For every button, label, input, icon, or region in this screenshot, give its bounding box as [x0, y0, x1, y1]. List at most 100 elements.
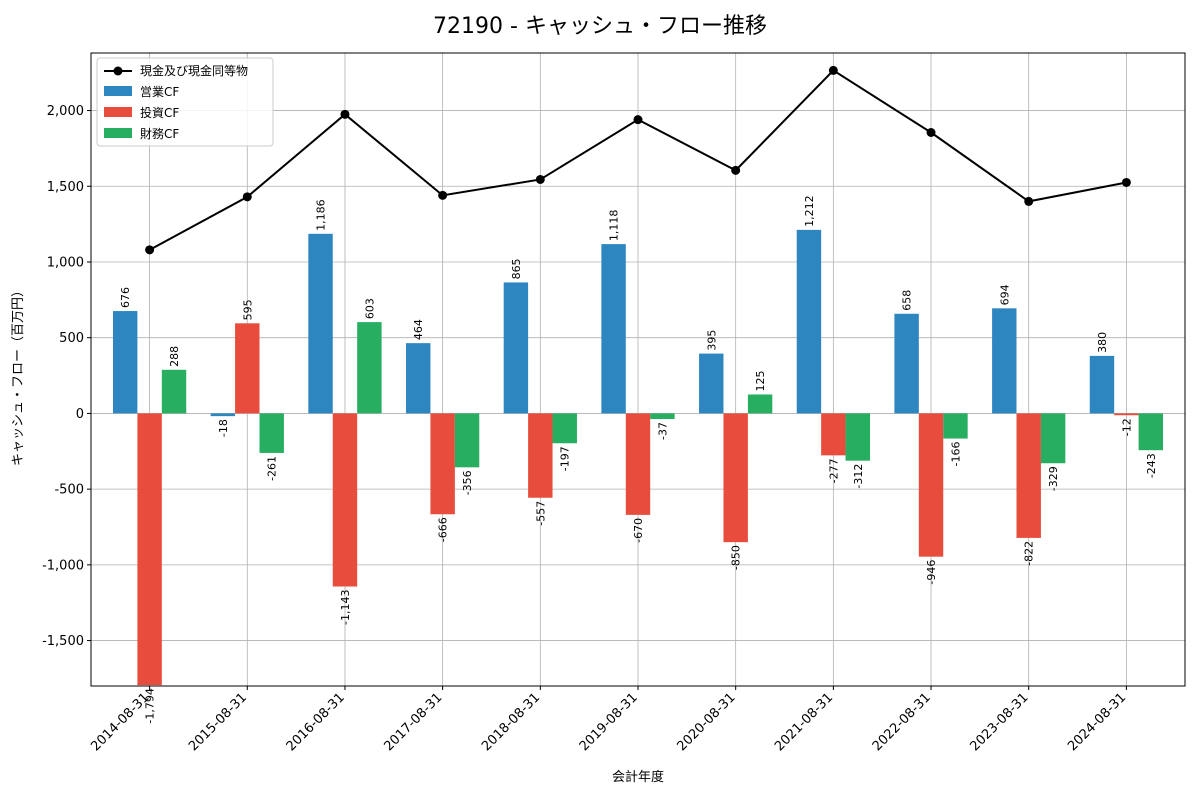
bar-financing: [1138, 413, 1164, 451]
y-tick-label: -500: [54, 483, 84, 498]
x-axis-label: 会計年度: [612, 769, 664, 785]
y-tick-label: 0: [76, 407, 84, 422]
bar-financing: [747, 394, 773, 414]
bar-financing: [357, 322, 382, 414]
cash-line-point: [828, 65, 838, 75]
legend-swatch-investing: [104, 107, 132, 117]
y-tick-label: 1,500: [47, 180, 84, 195]
bar-value-label: 1,212: [803, 195, 816, 227]
legend-label-financing: 財務CF: [140, 126, 179, 141]
x-tick-label: 2018-08-31: [479, 690, 543, 754]
bar-value-label: -822: [1023, 541, 1036, 566]
y-tick-label: 500: [59, 331, 84, 346]
bar-value-label: 288: [168, 346, 181, 367]
legend-label-investing: 投資CF: [140, 105, 179, 120]
cash-line-point: [438, 190, 448, 200]
bar-financing: [259, 413, 284, 453]
y-axis-ticks: -1,500 -1,000 -500 0 500 1,000 1,500 2,000: [42, 104, 91, 649]
bar-investing: [723, 413, 748, 543]
bar-financing: [845, 413, 870, 461]
bar-value-label: -356: [461, 470, 474, 495]
bar-financing: [161, 369, 187, 414]
cash-line-point: [731, 165, 741, 175]
bar-value-label: -12: [1120, 418, 1133, 436]
bar-value-label: 464: [412, 319, 425, 340]
bar-investing: [625, 413, 651, 515]
cash-line-point: [242, 192, 252, 202]
bar-value-label: -946: [925, 560, 938, 585]
chart-title: 72190 - キャッシュ・フロー推移: [433, 14, 767, 39]
bar-financing: [650, 413, 675, 420]
y-tick-label: 2,000: [47, 104, 84, 119]
bar-value-label: -197: [559, 446, 572, 471]
cash-line-point: [1024, 196, 1034, 206]
bar-operating: [1089, 355, 1115, 414]
legend-line-marker: [113, 66, 123, 76]
bar-financing: [1040, 413, 1066, 464]
bar-operating: [210, 413, 236, 417]
bar-investing: [430, 413, 455, 515]
bar-value-label: 1,118: [608, 210, 621, 242]
bar-financing: [454, 413, 480, 468]
x-tick-label: 2023-08-31: [968, 690, 1032, 754]
bar-operating: [601, 244, 626, 414]
bar-investing: [332, 413, 358, 587]
bar-investing: [235, 323, 260, 414]
cash-line: [145, 65, 1131, 255]
bar-value-label: -312: [852, 464, 865, 489]
bar-value-label: -261: [266, 456, 279, 481]
bar-value-label: 603: [363, 298, 376, 319]
legend: 現金及び現金同等物 営業CF 投資CF 財務CF: [96, 57, 274, 147]
x-tick-label: 2022-08-31: [870, 690, 934, 754]
bar-value-label: 595: [241, 299, 254, 320]
x-tick-label: 2019-08-31: [577, 690, 641, 754]
cash-line-point: [340, 109, 350, 119]
x-tick-label: 2015-08-31: [186, 690, 250, 754]
bars: [112, 229, 1164, 686]
bar-operating: [308, 233, 333, 414]
bar-value-label: 658: [901, 290, 914, 311]
bar-value-label: -666: [437, 517, 450, 542]
cash-line-point: [1121, 177, 1131, 187]
cash-line-point: [535, 174, 545, 184]
grid: [91, 53, 1185, 686]
y-axis-label: キャッシュ・フロー（百万円）: [11, 284, 26, 466]
bar-investing: [137, 413, 162, 686]
bar-value-label: -1,143: [339, 590, 352, 625]
bar-value-label: -670: [632, 518, 645, 543]
bar-value-label: -1,794: [144, 688, 157, 723]
bar-value-label: 380: [1096, 332, 1109, 353]
bar-operating: [992, 308, 1017, 414]
bar-value-label: -850: [730, 545, 743, 570]
bar-value-label: 125: [754, 370, 767, 391]
bar-investing: [918, 413, 944, 557]
bar-value-label: -37: [656, 422, 669, 440]
x-tick-label: 2021-08-31: [772, 690, 836, 754]
bar-operating: [699, 353, 724, 414]
bar-operating: [503, 282, 529, 414]
legend-box: [96, 57, 274, 147]
x-axis-ticks: 2014-08-31 2015-08-31 2016-08-31 2017-08-31…: [88, 686, 1129, 754]
bar-operating: [894, 313, 919, 414]
bar-value-label: 676: [119, 287, 132, 308]
bar-investing: [1114, 413, 1139, 416]
bar-value-label: 865: [510, 258, 523, 279]
x-tick-label: 2016-08-31: [284, 690, 348, 754]
bar-value-label: 395: [705, 330, 718, 351]
bar-investing: [821, 413, 846, 456]
bar-investing: [1016, 413, 1041, 538]
bar-labels: 676 -18 1,186 464 865 1,118 395 1,212 658 694 380 -…: [119, 195, 1158, 723]
cash-line-point: [926, 128, 936, 138]
bar-financing: [552, 413, 577, 444]
y-tick-label: -1,000: [42, 558, 84, 573]
legend-label-cash: 現金及び現金同等物: [140, 63, 248, 78]
bar-value-label: 1,186: [315, 199, 328, 231]
legend-swatch-operating: [104, 86, 132, 96]
bar-financing: [943, 413, 968, 439]
bar-value-label: -329: [1047, 466, 1060, 491]
bar-value-label: -557: [534, 501, 547, 526]
bar-operating: [406, 343, 431, 414]
bar-value-label: -243: [1145, 453, 1158, 478]
x-tick-label: 2024-08-31: [1065, 690, 1129, 754]
